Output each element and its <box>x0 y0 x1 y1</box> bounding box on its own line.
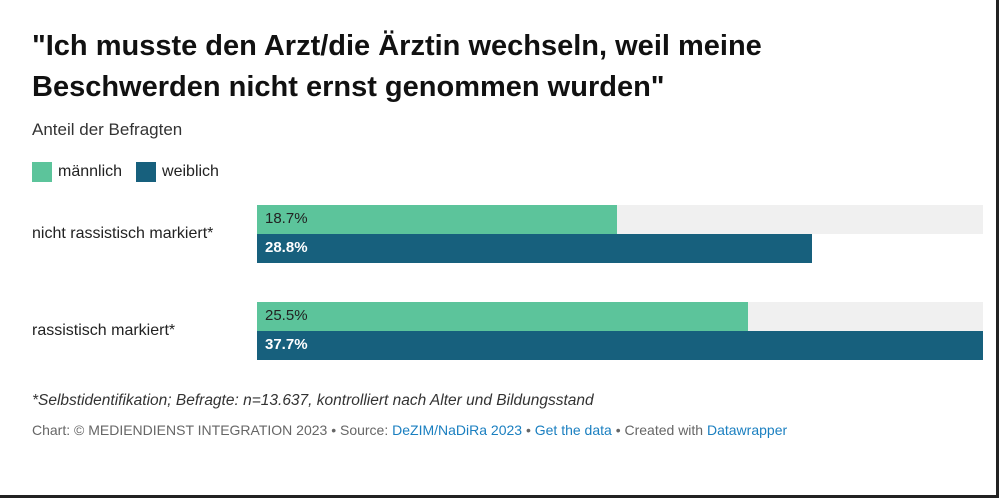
source-link[interactable]: DeZIM/NaDiRa 2023 <box>392 422 523 438</box>
legend: männlich weiblich <box>32 162 233 182</box>
datawrapper-link[interactable]: Datawrapper <box>706 422 788 438</box>
legend-label-maennlich: männlich <box>58 163 123 180</box>
bar-track: 18.7% <box>257 205 983 234</box>
bar-maennlich-rassistisch: 25.5% <box>257 302 748 331</box>
bar-track: 25.5% <box>257 302 983 331</box>
credit-sep: • <box>522 422 535 438</box>
bar-track: 28.8% <box>257 234 983 263</box>
get-the-data-link[interactable]: Get the data <box>534 422 612 438</box>
bar-value-label: 25.5% <box>265 307 308 324</box>
category-label-nicht-rassistisch: nicht rassistisch markiert* <box>32 225 214 242</box>
bar-weiblich-rassistisch: 37.7% <box>257 331 983 360</box>
credit-prefix: Chart: © MEDIENDIENST INTEGRATION 2023 •… <box>32 422 393 438</box>
credits: Chart: © MEDIENDIENST INTEGRATION 2023 •… <box>32 422 787 438</box>
bar-track: 37.7% <box>257 331 983 360</box>
chart-subtitle: Anteil der Befragten <box>32 120 183 139</box>
category-label-rassistisch: rassistisch markiert* <box>32 322 176 339</box>
legend-label-weiblich: weiblich <box>162 163 219 180</box>
legend-item-maennlich: männlich <box>32 162 122 182</box>
bar-weiblich-nicht-rassistisch: 28.8% <box>257 234 812 263</box>
footnote: *Selbstidentifikation; Befragte: n=13.63… <box>32 392 594 409</box>
legend-item-weiblich: weiblich <box>136 162 219 182</box>
legend-swatch-weiblich <box>136 162 157 182</box>
chart-title: "Ich musste den Arzt/die Ärztin wechseln… <box>32 30 762 103</box>
bar-maennlich-nicht-rassistisch: 18.7% <box>257 205 617 234</box>
bar-value-label: 37.7% <box>265 336 308 353</box>
bar-value-label: 18.7% <box>265 210 308 227</box>
legend-swatch-maennlich <box>32 162 52 182</box>
credit-sep: • Created with <box>611 422 707 438</box>
bar-value-label: 28.8% <box>265 239 308 256</box>
